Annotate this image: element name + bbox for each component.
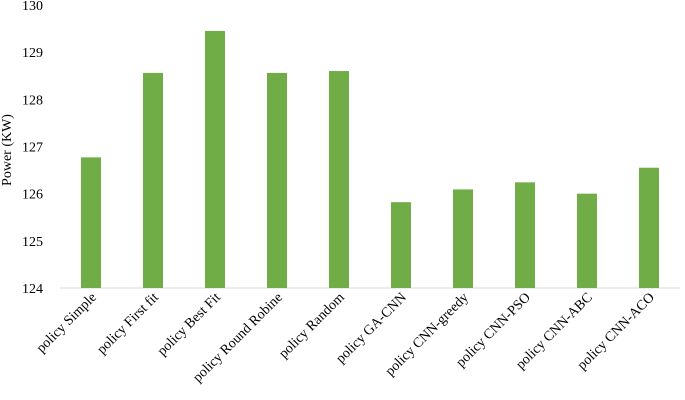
bar	[453, 189, 473, 288]
y-tick-label: 129	[22, 46, 43, 61]
bar	[329, 71, 349, 289]
y-tick-label: 125	[22, 235, 43, 250]
bar	[577, 193, 597, 288]
bar	[391, 202, 411, 288]
bar	[639, 167, 659, 288]
bars	[81, 30, 659, 289]
y-tick-label: 130	[22, 0, 43, 14]
bar	[81, 157, 101, 288]
bar	[515, 182, 535, 288]
y-tick-label: 124	[22, 282, 43, 297]
y-tick-label: 128	[22, 93, 43, 108]
bar	[267, 72, 287, 288]
y-tick-label: 126	[22, 188, 43, 203]
y-axis-ticks: 124 125 126 127 128 129 130	[22, 0, 43, 297]
x-category-label: policy Best Fit	[155, 290, 224, 359]
x-category-label: policy First fit	[95, 290, 162, 357]
x-category-label: policy Simple	[34, 290, 100, 356]
y-tick-label: 127	[22, 141, 43, 156]
bar	[205, 30, 225, 289]
y-axis-title: Power (KW)	[0, 114, 15, 186]
bar	[143, 72, 163, 288]
